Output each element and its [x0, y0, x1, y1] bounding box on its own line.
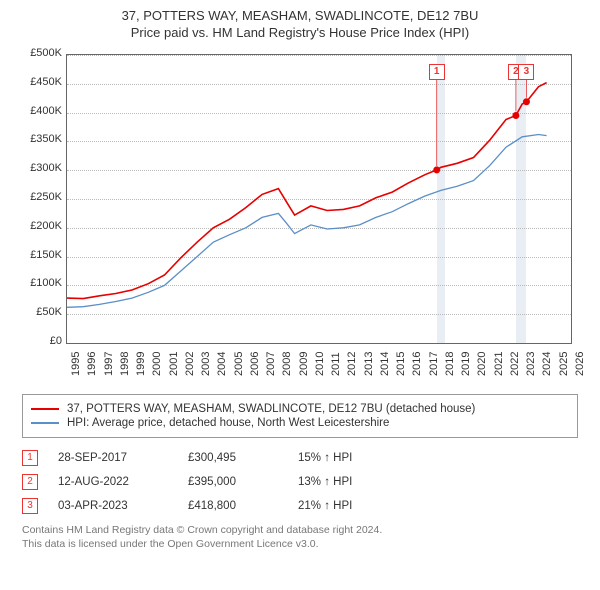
x-tick-label: 2016: [411, 356, 423, 376]
footer-line-2: This data is licensed under the Open Gov…: [22, 538, 578, 552]
y-tick-label: £100K: [20, 277, 62, 289]
legend-swatch: [31, 422, 59, 424]
x-tick-label: 2002: [184, 356, 196, 376]
sales-table: 1 28-SEP-2017 £300,495 15% ↑ HPI 2 12-AUG-202…: [22, 446, 578, 518]
x-tick-label: 2013: [363, 356, 375, 376]
y-tick-label: £50K: [20, 306, 62, 318]
y-tick-label: £0: [20, 335, 62, 347]
x-tick-label: 1999: [135, 356, 147, 376]
x-tick-label: 2001: [168, 356, 180, 376]
plot-area: 123: [66, 54, 572, 344]
series-price_paid: [67, 83, 547, 299]
x-tick-label: 2012: [346, 356, 358, 376]
sale-dot-2: [512, 112, 519, 119]
x-tick-label: 2007: [265, 356, 277, 376]
series-hpi: [67, 135, 547, 308]
sale-pct-vs-hpi: 15% ↑ HPI: [298, 452, 418, 464]
x-tick-label: 1998: [119, 356, 131, 376]
sale-date: 12-AUG-2022: [58, 476, 168, 488]
footer-attribution: Contains HM Land Registry data © Crown c…: [22, 524, 578, 551]
x-tick-label: 1997: [103, 356, 115, 376]
x-tick-label: 1995: [70, 356, 82, 376]
y-tick-label: £200K: [20, 220, 62, 232]
y-tick-label: £400K: [20, 105, 62, 117]
x-tick-label: 2011: [330, 356, 342, 376]
y-tick-label: £250K: [20, 191, 62, 203]
x-tick-label: 2006: [249, 356, 261, 376]
legend-row: HPI: Average price, detached house, Nort…: [31, 417, 569, 429]
sale-pct-vs-hpi: 21% ↑ HPI: [298, 500, 418, 512]
x-tick-label: 2022: [509, 356, 521, 376]
x-tick-label: 2014: [379, 356, 391, 376]
legend-label: HPI: Average price, detached house, Nort…: [67, 417, 389, 429]
x-tick-label: 2009: [298, 356, 310, 376]
x-tick-label: 2017: [428, 356, 440, 376]
x-tick-label: 2008: [281, 356, 293, 376]
footer-line-1: Contains HM Land Registry data © Crown c…: [22, 524, 578, 538]
legend-row: 37, POTTERS WAY, MEASHAM, SWADLINCOTE, D…: [31, 403, 569, 415]
sale-index-box: 2: [22, 474, 38, 490]
sale-index-box: 1: [22, 450, 38, 466]
y-tick-label: £350K: [20, 133, 62, 145]
x-tick-label: 2003: [200, 356, 212, 376]
x-tick-label: 2018: [444, 356, 456, 376]
sale-marker-box-1: 1: [429, 64, 445, 80]
x-tick-label: 2020: [476, 356, 488, 376]
sale-price: £300,495: [188, 452, 278, 464]
legend-label: 37, POTTERS WAY, MEASHAM, SWADLINCOTE, D…: [67, 403, 475, 415]
sale-row: 2 12-AUG-2022 £395,000 13% ↑ HPI: [22, 470, 578, 494]
sale-price: £418,800: [188, 500, 278, 512]
x-tick-label: 2010: [314, 356, 326, 376]
sale-row: 3 03-APR-2023 £418,800 21% ↑ HPI: [22, 494, 578, 518]
chart-container: £0 £50K £100K £150K £200K £250K £300K £350K £400…: [20, 48, 580, 388]
sale-price: £395,000: [188, 476, 278, 488]
sale-date: 28-SEP-2017: [58, 452, 168, 464]
x-tick-label: 2015: [395, 356, 407, 376]
x-tick-label: 2005: [233, 356, 245, 376]
sale-date: 03-APR-2023: [58, 500, 168, 512]
sale-dot-3: [523, 98, 530, 105]
legend-swatch: [31, 408, 59, 410]
x-tick-label: 2000: [151, 356, 163, 376]
y-tick-label: £300K: [20, 162, 62, 174]
y-tick-label: £500K: [20, 47, 62, 59]
sale-dot-1: [433, 166, 440, 173]
line-svg: [67, 55, 571, 343]
sale-pct-vs-hpi: 13% ↑ HPI: [298, 476, 418, 488]
sale-index-box: 3: [22, 498, 38, 514]
x-tick-label: 2023: [525, 356, 537, 376]
chart-subtitle: Price paid vs. HM Land Registry's House …: [8, 25, 592, 40]
x-tick-label: 2024: [541, 356, 553, 376]
x-tick-label: 2025: [558, 356, 570, 376]
y-tick-label: £450K: [20, 76, 62, 88]
x-tick-label: 2004: [216, 356, 228, 376]
sale-marker-box-3: 3: [518, 64, 534, 80]
chart-title: 37, POTTERS WAY, MEASHAM, SWADLINCOTE, D…: [8, 8, 592, 23]
legend: 37, POTTERS WAY, MEASHAM, SWADLINCOTE, D…: [22, 394, 578, 438]
x-tick-label: 2026: [574, 356, 586, 376]
x-tick-label: 1996: [86, 356, 98, 376]
sale-row: 1 28-SEP-2017 £300,495 15% ↑ HPI: [22, 446, 578, 470]
x-tick-label: 2019: [460, 356, 472, 376]
x-tick-label: 2021: [493, 356, 505, 376]
y-tick-label: £150K: [20, 249, 62, 261]
